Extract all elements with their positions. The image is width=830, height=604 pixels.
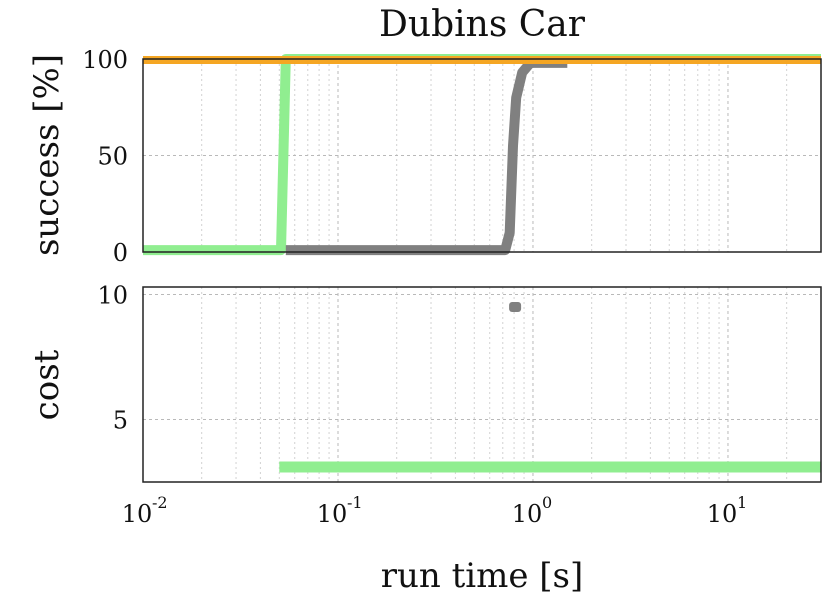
x-tick-exponent: -2 [152,493,168,512]
bottom-plot-frame [142,286,822,483]
top-plot-frame [142,58,822,253]
chart-title: Dubins Car [379,4,586,45]
success-series-gray [285,57,568,256]
x-tick-exponent: 1 [737,493,747,512]
x-tick-exponent: -1 [347,493,363,512]
x-tick-label: 10 -1 [317,493,363,528]
x-tick-label: 10 -2 [122,493,168,528]
x-tick-exponent: 0 [542,493,552,512]
top-y-tick-label: 100 [82,46,128,74]
bottom-series-group [279,302,821,473]
x-tick-base: 10 [317,500,348,528]
x-tick-base: 10 [122,500,153,528]
top-y-axis-label: success [%] [27,54,67,256]
x-tick-base: 10 [707,500,738,528]
x-tick-label: 10 1 [707,493,747,528]
top-y-tick-label: 0 [113,239,128,267]
bottom-y-axis-label: cost [27,349,67,420]
bottom-y-tick-label: 10 [97,282,128,310]
cost-point-gray [509,302,522,312]
bottom-gridlines [142,287,822,482]
x-tick-label: 10 0 [512,493,552,528]
bottom-y-tick-label: 5 [113,407,128,435]
top-y-tick-label: 50 [97,143,128,171]
x-axis-label: run time [s] [381,556,584,596]
top-gridlines [142,58,822,253]
x-tick-base: 10 [512,500,543,528]
